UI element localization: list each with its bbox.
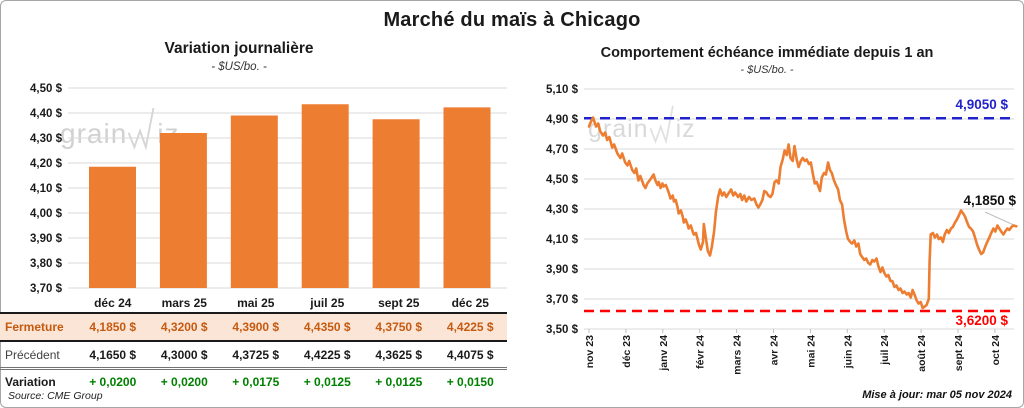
table-row-fermeture: Fermeture 4,1850 $ 4,3200 $ 4,3900 $ 4,4… <box>0 312 507 342</box>
table-cell: 4,4225 $ <box>446 320 494 334</box>
bar-chart-subtitle: - $US/bo. - <box>211 61 267 73</box>
svg-text:4,50 $: 4,50 $ <box>30 83 63 95</box>
support-level-label: 3,6200 $ <box>955 313 1008 328</box>
svg-text:mai 24: mai 24 <box>805 335 817 368</box>
price-table: déc 24 mars 25 mai 25 juil 25 sept 25 dé… <box>0 293 512 393</box>
column-header: déc 25 <box>451 295 489 310</box>
svg-text:4,70 $: 4,70 $ <box>546 144 579 156</box>
table-cell: 4,4350 $ <box>303 320 351 334</box>
row-label: Précédent <box>5 347 60 362</box>
line-chart-subtitle: - $US/bo. - <box>740 64 794 76</box>
svg-text:mars 24: mars 24 <box>732 335 744 375</box>
table-cell: 4,4075 $ <box>446 347 494 362</box>
table-cell: + 0,0125 <box>375 374 423 389</box>
page-title: Marché du maïs à Chicago <box>383 9 641 31</box>
watermark-text: grain <box>60 118 128 149</box>
resistance-level-label: 4,9050 $ <box>955 97 1008 112</box>
column-header: mars 25 <box>161 295 207 310</box>
svg-text:4,20 $: 4,20 $ <box>30 158 63 170</box>
table-row-precedent: Précédent 4,1650 $ 4,3000 $ 4,3725 $ 4,4… <box>0 342 512 367</box>
table-cell: + 0,0200 <box>89 374 137 389</box>
svg-text:4,90 $: 4,90 $ <box>546 114 579 126</box>
svg-text:5,10 $: 5,10 $ <box>546 84 579 96</box>
table-cell: + 0,0200 <box>160 374 208 389</box>
table-cell: 4,3900 $ <box>232 320 280 334</box>
svg-text:3,90 $: 3,90 $ <box>30 233 63 245</box>
svg-text:4,40 $: 4,40 $ <box>30 108 63 120</box>
svg-text:4,10 $: 4,10 $ <box>546 234 579 246</box>
table-row-variation: Variation + 0,0200 + 0,0200 + 0,0175 + 0… <box>0 367 507 393</box>
row-label: Fermeture <box>5 320 64 334</box>
svg-text:juil 24: juil 24 <box>879 335 891 366</box>
column-header: mai 25 <box>237 295 275 310</box>
svg-text:déc 23: déc 23 <box>621 335 633 368</box>
table-cell: + 0,0175 <box>232 374 280 389</box>
table-cell: 4,3200 $ <box>160 320 208 334</box>
table-cell: 4,3625 $ <box>375 347 423 362</box>
watermark-text: grain <box>588 115 649 143</box>
column-header: sept 25 <box>378 295 420 310</box>
svg-text:4,10 $: 4,10 $ <box>30 183 63 195</box>
svg-text:3,70 $: 3,70 $ <box>546 294 579 306</box>
svg-text:févr 24: févr 24 <box>695 335 707 369</box>
svg-text:4,00 $: 4,00 $ <box>30 208 63 220</box>
source-note: Source: CME Group <box>8 390 103 402</box>
table-cell: 4,3725 $ <box>232 347 280 362</box>
svg-text:4,50 $: 4,50 $ <box>546 174 579 186</box>
svg-text:4,30 $: 4,30 $ <box>30 133 63 145</box>
watermark-zigzag-icon <box>649 105 674 144</box>
watermark-text: iz <box>675 115 696 143</box>
svg-text:3,70 $: 3,70 $ <box>30 283 63 295</box>
last-price-label: 4,1850 $ <box>963 193 1016 208</box>
line-chart: 3,50 $ 3,70 $ 3,90 $ 4,10 $ 4,30 $ 4,50 $ 4,70… <box>546 84 1018 375</box>
table-cell: 4,1850 $ <box>89 320 137 334</box>
table-cell: 4,4225 $ <box>303 347 351 362</box>
line-chart-title: Comportement échéance immédiate depuis 1… <box>600 45 934 61</box>
column-header: déc 24 <box>94 295 132 310</box>
table-header-row: déc 24 mars 25 mai 25 juil 25 sept 25 dé… <box>0 293 512 312</box>
svg-text:3,90 $: 3,90 $ <box>546 264 579 276</box>
updated-note: Mise à jour: mar 05 nov 2024 <box>862 389 1012 401</box>
table-cell: + 0,0150 <box>446 374 494 389</box>
grainwiz-watermark: grain iz <box>588 104 696 144</box>
column-header: juil 25 <box>310 295 345 310</box>
bar-chart: 3,70 $ 3,80 $ 3,90 $ 4,00 $ 4,10 $ 4,20 $ 4,30… <box>30 83 507 295</box>
watermark-zigzag-icon <box>127 107 155 150</box>
svg-text:sept 24: sept 24 <box>953 335 965 371</box>
svg-text:avr 24: avr 24 <box>769 335 781 366</box>
svg-text:oct 24: oct 24 <box>990 335 1002 366</box>
table-cell: 4,3000 $ <box>160 347 208 362</box>
svg-text:juin 24: juin 24 <box>842 335 854 369</box>
table-cell: 4,3750 $ <box>375 320 423 334</box>
svg-text:3,80 $: 3,80 $ <box>30 258 63 270</box>
bar-chart-title: Variation journalière <box>164 40 314 57</box>
svg-text:janv 24: janv 24 <box>658 335 670 372</box>
svg-text:août 24: août 24 <box>916 335 928 372</box>
svg-text:4,30 $: 4,30 $ <box>546 204 579 216</box>
svg-text:3,50 $: 3,50 $ <box>546 324 579 336</box>
table-cell: + 0,0125 <box>303 374 351 389</box>
table-cell: 4,1650 $ <box>89 347 137 362</box>
row-label: Variation <box>5 374 56 389</box>
svg-text:nov 23: nov 23 <box>584 335 596 368</box>
